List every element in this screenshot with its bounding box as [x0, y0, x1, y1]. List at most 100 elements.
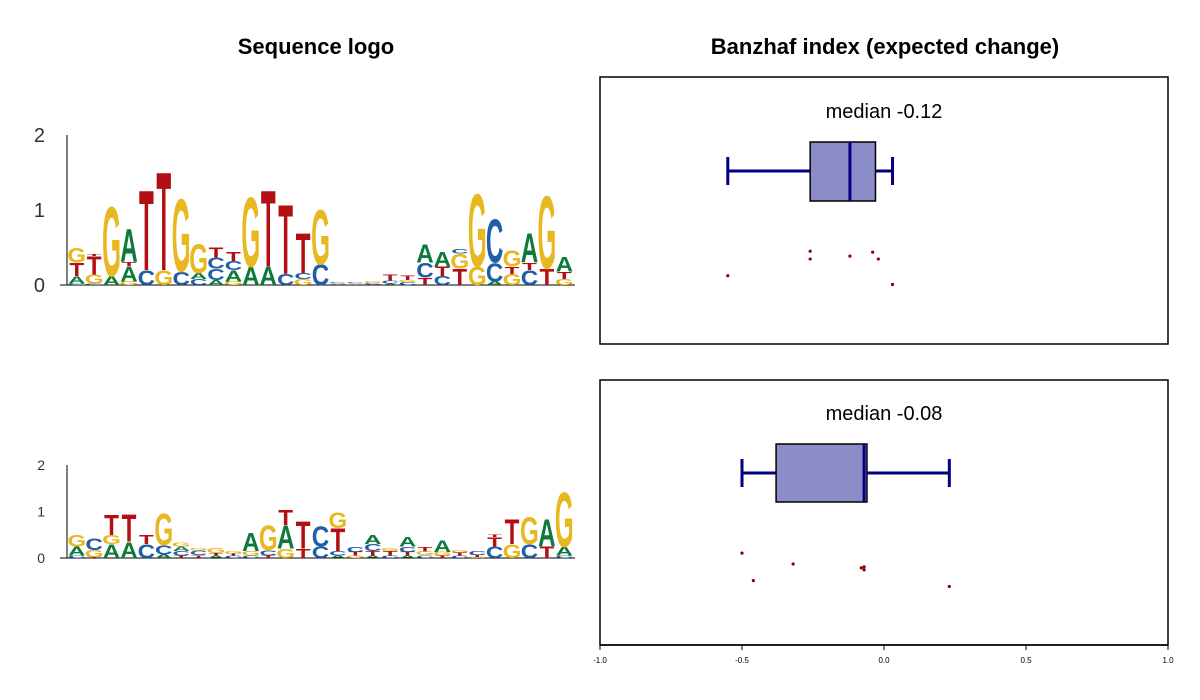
- logo-letter-G: G: [363, 280, 382, 284]
- logo-letter-G: G: [416, 550, 435, 556]
- logo-letter-T: T: [365, 284, 381, 285]
- logo-letter-G: G: [329, 507, 348, 532]
- x-axis-tick-label: -0.5: [735, 656, 749, 665]
- logo-letter-C: C: [138, 540, 156, 562]
- logo-letter-G: G: [468, 557, 487, 558]
- boxplot-point: [862, 565, 866, 569]
- logo-letter-A: A: [521, 226, 538, 272]
- logo-letter-G: G: [224, 550, 243, 554]
- logo-letter-C: C: [451, 555, 468, 559]
- logo-letter-C: C: [434, 275, 452, 289]
- logo-letter-C: C: [155, 543, 172, 558]
- logo-letter-G: G: [555, 278, 574, 287]
- logo-letter-T: T: [331, 284, 347, 285]
- logo-letter-G: G: [503, 540, 522, 562]
- logo-letter-T: T: [539, 544, 554, 562]
- logo-letter-A: A: [399, 534, 416, 550]
- logo-letter-C: C: [68, 283, 85, 285]
- logo-letter-A: A: [381, 283, 398, 285]
- logo-letter-T: T: [226, 251, 241, 265]
- logo-letter-G: G: [346, 284, 365, 285]
- logo-letter-T: T: [139, 166, 154, 295]
- logo-letter-C: C: [138, 267, 155, 290]
- boxplot-point: [808, 257, 812, 261]
- boxplot-point: [848, 254, 852, 258]
- logo-letter-G: G: [172, 179, 191, 295]
- logo-y-tick-label: 1: [34, 200, 45, 222]
- logo-letter-G: G: [241, 550, 260, 557]
- logo-letter-C: C: [207, 255, 225, 272]
- logo-letter-T: T: [418, 275, 434, 287]
- logo-letter-T: T: [261, 555, 276, 559]
- logo-letter-C: C: [207, 267, 225, 284]
- logo-letter-C: C: [172, 550, 190, 557]
- logo-letter-A: A: [190, 272, 207, 281]
- logo-letter-C: C: [312, 520, 329, 553]
- logo-letter-T: T: [487, 535, 502, 550]
- logo-letter-A: A: [242, 262, 259, 291]
- logo-letter-G: G: [503, 246, 522, 271]
- logo-letter-T: T: [452, 265, 467, 290]
- boxplot-point: [808, 249, 812, 253]
- logo-y-tick-label: 0: [37, 550, 45, 566]
- logo-letter-G: G: [259, 519, 278, 559]
- logo-letter-G: G: [381, 547, 400, 552]
- logo-letter-G: G: [102, 188, 121, 298]
- logo-letter-C: C: [225, 555, 242, 559]
- logo-letter-G: G: [555, 478, 574, 564]
- logo-letter-T: T: [156, 145, 171, 301]
- boxplot-box: [775, 443, 868, 503]
- logo-letter-T: T: [470, 554, 485, 558]
- boxplot-point: [791, 562, 795, 566]
- logo-letter-T: T: [452, 552, 467, 557]
- logo-letter-C: C: [312, 259, 329, 292]
- logo-letter-A: A: [364, 555, 381, 559]
- logo-letter-G: G: [450, 250, 469, 273]
- logo-letter-A: A: [103, 540, 121, 562]
- logo-letter-T: T: [104, 509, 119, 542]
- logo-letter-T: T: [487, 534, 502, 538]
- logo-letter-A: A: [120, 263, 137, 286]
- logo-letter-T: T: [296, 222, 311, 286]
- logo-letter-A: A: [120, 538, 138, 563]
- logo-letter-A: A: [277, 520, 294, 556]
- logo-letter-G: G: [503, 272, 522, 289]
- logo-letter-C: C: [468, 550, 486, 556]
- logo-letter-C: C: [399, 281, 417, 286]
- logo-letter-G: G: [102, 533, 121, 548]
- logo-letter-G: G: [224, 280, 243, 286]
- logo-letter-C: C: [486, 544, 504, 562]
- logo-letter-C: C: [242, 555, 259, 559]
- right-column-title: Banzhaf index (expected change): [710, 34, 1060, 59]
- logo-letter-T: T: [296, 547, 311, 562]
- x-axis-tick-label: 1.0: [1162, 656, 1174, 665]
- logo-letter-C: C: [451, 248, 469, 255]
- logo-letter-T: T: [539, 265, 554, 290]
- logo-letter-C: C: [294, 272, 311, 281]
- logo-letter-T: T: [348, 551, 363, 557]
- logo-letter-C: C: [329, 282, 346, 284]
- logo-letter-T: T: [122, 507, 137, 550]
- logo-letter-T: T: [557, 269, 573, 281]
- logo-letter-C: C: [381, 555, 398, 559]
- boxplot-bottom: median -0.08: [599, 379, 1169, 646]
- boxplot-point: [726, 274, 730, 278]
- logo-letter-G: G: [433, 551, 452, 557]
- boxplot-frame: [599, 76, 1169, 345]
- logo-letter-G: G: [468, 174, 487, 290]
- logo-letter-G: G: [154, 504, 173, 555]
- logo-letter-G: G: [154, 267, 173, 290]
- left-column-title: Sequence logo: [237, 34, 395, 59]
- logo-letter-T: T: [87, 557, 103, 558]
- logo-letter-G: G: [294, 278, 313, 287]
- logo-letter-T: T: [435, 264, 450, 279]
- logo-letter-T: T: [522, 260, 538, 272]
- logo-letter-C: C: [381, 280, 399, 285]
- logo-letter-C: C: [486, 207, 503, 277]
- logo-letter-C: C: [312, 544, 330, 562]
- logo-letter-C: C: [364, 542, 381, 553]
- logo-letter-G: G: [172, 542, 191, 548]
- logo-letter-T: T: [400, 551, 415, 557]
